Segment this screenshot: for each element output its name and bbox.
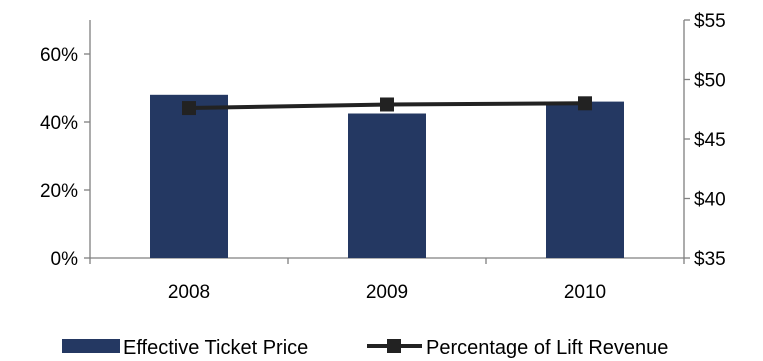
right-tick-label: $45 [694,130,726,151]
x-tick-label: 2010 [564,282,606,303]
bar [348,113,426,258]
left-tick-label: 60% [40,45,78,66]
line-point [578,96,592,111]
legend-label-line: Percentage of Lift Revenue [426,337,668,359]
x-axis-ticks: 2008 2009 2010 [89,258,685,303]
line-point [380,97,394,112]
left-axis-ticks: 0% 20% 40% 60% [40,45,90,270]
legend-swatch-marker [387,339,401,353]
left-tick-label: 40% [40,113,78,134]
bar [150,94,228,258]
right-tick-label: $40 [694,190,726,211]
bar [546,101,624,258]
bar-series [150,94,624,258]
legend-swatch-bar [62,339,120,353]
x-tick-label: 2009 [366,282,408,303]
legend-label-bar: Effective Ticket Price [123,337,308,359]
line-point [182,101,196,116]
right-tick-label: $55 [694,11,726,32]
x-tick-label: 2008 [168,282,210,303]
left-tick-label: 20% [40,181,78,202]
legend: Effective Ticket Price Percentage of Lift… [62,337,668,359]
line-series [182,96,592,116]
right-axis-ticks: $35 $40 $45 $50 $55 [684,11,726,270]
right-tick-label: $50 [694,71,726,92]
right-tick-label: $35 [694,249,726,270]
left-tick-label: 0% [51,249,79,270]
